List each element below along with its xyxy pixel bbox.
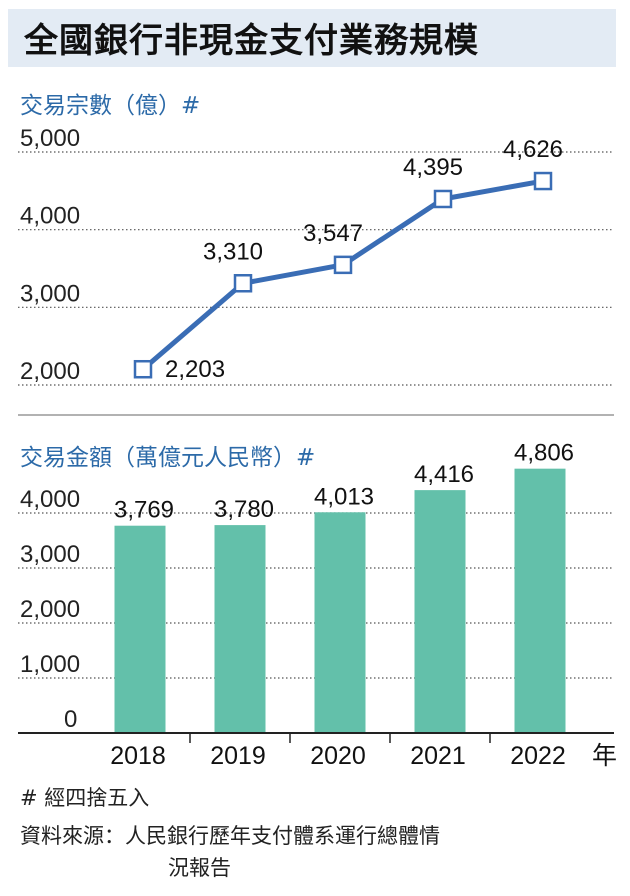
source-note-continued: 況報告 [168,856,231,880]
bar-y-tick-label: 0 [64,706,77,733]
bar-y-tick-label: 3,000 [20,541,80,568]
bar-chart-subtitle: 交易金額（萬億元人民幣）# [20,445,316,471]
x-tick-label: 2021 [410,742,466,770]
chart-title: 全國銀行非現金支付業務規模 [24,21,479,61]
bar-data-label: 3,780 [214,496,274,523]
data-point [433,189,453,209]
x-tick-label: 2022 [510,742,566,770]
x-tick-label: 2020 [310,742,366,770]
line-chart-subtitle: 交易宗數（億）# [20,93,201,119]
bar-data-label: 3,769 [114,497,174,524]
line-y-tick-label: 3,000 [20,280,80,307]
bar [414,490,466,733]
bar [214,525,266,733]
bar-data-label: 4,416 [414,461,474,488]
data-label: 3,547 [303,220,363,247]
line-y-tick-label: 4,000 [20,203,80,230]
rounding-note: # 經四捨五入 [20,786,150,810]
x-axis-unit: 年 [592,742,617,770]
bar [514,468,566,733]
bar-data-label: 4,013 [314,483,374,510]
series-line [141,178,544,372]
bar-y-tick-label: 1,000 [20,651,80,678]
data-point [333,255,353,275]
bar [314,512,366,733]
bar [114,525,166,733]
source-note: 資料來源：人民銀行歷年支付體系運行總體情 [20,824,440,848]
data-point [533,171,553,191]
line-chart: 2,000 3,000 4,000 5,000 2,203 3,310 3,547 4,395… [18,125,614,386]
bar-chart: 0 1,000 2,000 3,000 4,000 3,769 2018 3,780 2019 4… [18,440,617,770]
data-label: 3,310 [203,238,263,265]
data-point [233,274,253,293]
data-label: 2,203 [165,356,225,383]
x-tick-label: 2018 [110,742,166,770]
bar-data-label: 4,806 [514,440,574,467]
bar-y-tick-label: 2,000 [20,596,80,623]
line-y-tick-label: 2,000 [20,358,80,385]
data-label: 4,395 [403,154,463,181]
bar-y-tick-label: 4,000 [20,486,80,513]
title-banner [8,9,616,67]
line-y-tick-label: 5,000 [20,125,80,152]
x-tick-label: 2019 [210,742,266,770]
data-point [133,359,153,379]
data-label: 4,626 [503,136,563,163]
